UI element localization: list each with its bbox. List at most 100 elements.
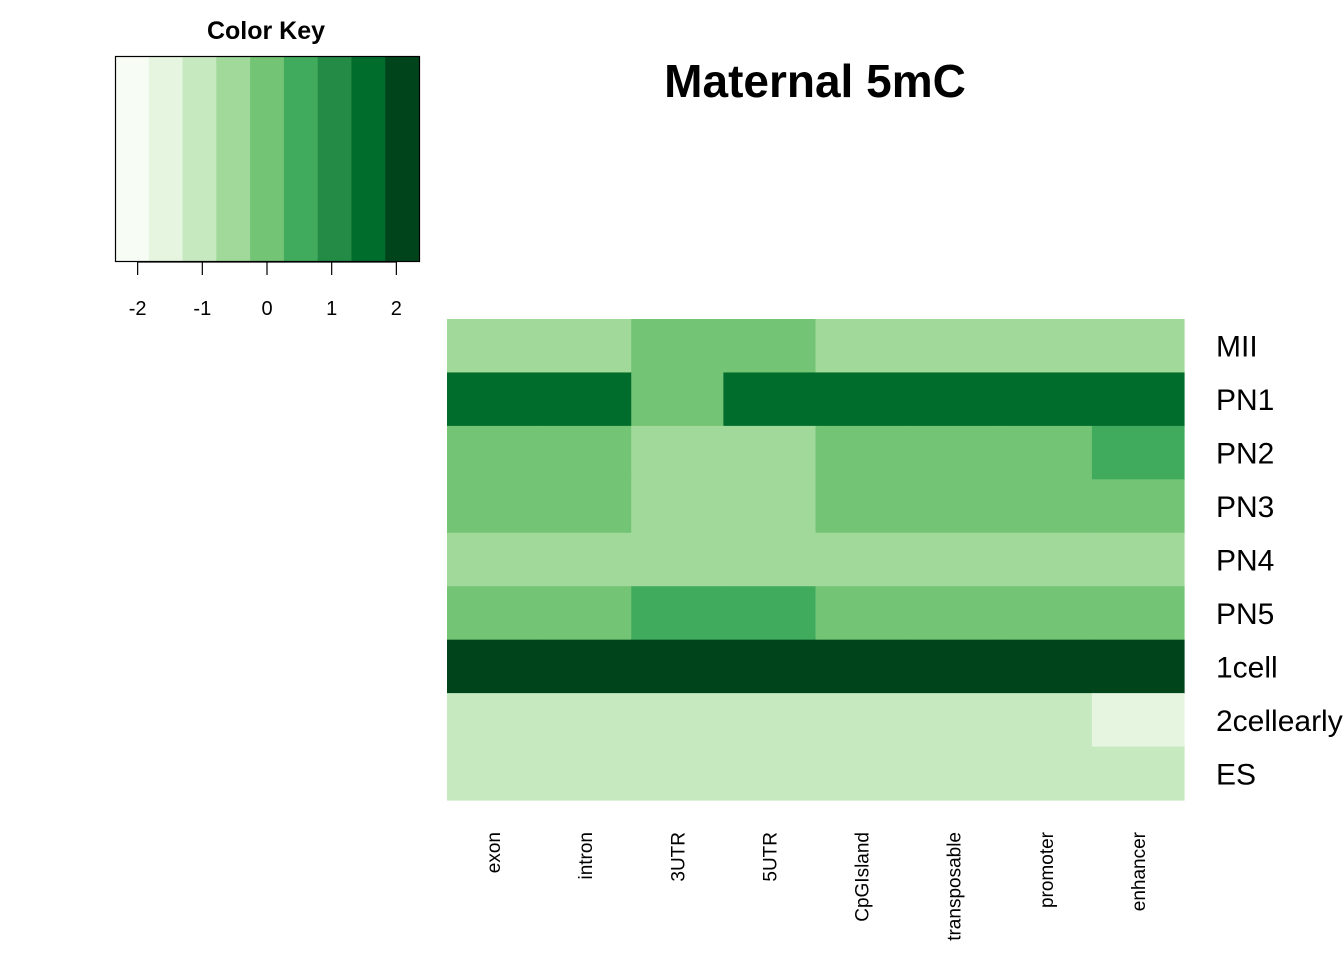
heatmap-cell [815,319,909,374]
heatmap-cell [631,586,724,641]
heatmap-cell [539,639,632,694]
heatmap-cell [631,425,724,480]
heatmap-cell [907,319,1001,374]
heatmap-cell [723,746,817,801]
heatmap-cell [815,639,909,694]
heatmap-cell [815,372,909,427]
heatmap-cell [723,639,817,694]
column-label: enhancer [1129,831,1150,911]
heatmap-cell [539,425,632,480]
heatmap-cell [539,532,632,587]
color-key-tick-label: -2 [129,298,147,320]
column-label: promoter [1037,831,1058,908]
heatmap-cell [907,532,1001,587]
row-labels: MII PN1 PN2 PN3 PN4 PN5 1cell 2cellearly ES [1216,331,1343,792]
color-key-tick-label: 1 [326,298,337,320]
heatmap-cell [907,479,1001,534]
heatmap-cell [907,372,1001,427]
color-key-swatch [182,56,217,261]
heatmap-cell [1091,479,1185,534]
color-key-swatch [351,56,386,261]
heatmap-cell [723,586,817,641]
heatmap-cell [631,479,724,534]
row-label: PN3 [1216,491,1274,524]
heatmap-cell [723,372,817,427]
heatmap-cell [815,693,909,748]
heatmap-cell [999,586,1093,641]
column-label: CpGIsland [853,832,874,922]
heatmap-cell [539,693,632,748]
heatmap-cell [815,746,909,801]
row-label: MII [1216,331,1258,364]
heatmap-cell [631,319,724,374]
heatmap-cell [539,746,632,801]
heatmap-cell [631,532,724,587]
color-key-tick-label: 2 [391,298,402,320]
heatmap-cell [815,425,909,480]
heatmap-cells [447,319,1185,801]
row-label: ES [1216,758,1256,791]
color-key-tick-label: 0 [261,298,272,320]
color-key-swatches [115,56,420,261]
color-key-swatch [115,56,150,261]
heatmap-cell [631,372,724,427]
heatmap-cell [815,479,909,534]
color-key-swatch [148,56,184,261]
heatmap-cell [447,746,540,801]
heatmap-cell [447,693,540,748]
color-key-tick-label: -1 [193,298,211,320]
color-key-swatch [283,56,319,261]
heatmap-cell [1091,372,1185,427]
heatmap-cell [539,319,632,374]
heatmap-cell [447,586,540,641]
heatmap-cell [447,319,540,374]
column-label: exon [484,832,505,873]
heatmap-cell [999,319,1093,374]
heatmap-cell [631,693,724,748]
heatmap-cell [815,532,909,587]
color-key-title: Color Key [207,17,325,45]
row-label: PN2 [1216,438,1274,471]
heatmap-cell [631,746,724,801]
heatmap-cell [539,479,632,534]
heatmap-cell [999,693,1093,748]
heatmap-cell [1091,746,1185,801]
heatmap-cell [907,586,1001,641]
heatmap-cell [999,425,1093,480]
row-label: 2cellearly [1216,705,1343,738]
heatmap-cell [907,639,1001,694]
heatmap-cell [447,532,540,587]
color-key-swatch [317,56,353,261]
color-key-swatch [250,56,285,261]
heatmap-cell [1091,586,1185,641]
heatmap-cell [815,586,909,641]
color-key: Color Key -2 -1 0 1 2 [114,17,421,320]
heatmap-cell [1091,693,1185,748]
heatmap-cell [1091,639,1185,694]
column-label: 5UTR [760,832,781,882]
column-label: intron [576,832,597,880]
row-label: PN5 [1216,598,1274,631]
heatmap-cell [999,639,1093,694]
column-label: 3UTR [668,832,689,882]
heatmap-cell [631,639,724,694]
heatmap-cell [723,319,817,374]
heatmap-cell [907,746,1001,801]
column-label: transposable [945,832,966,941]
heatmap-cell [447,372,540,427]
heatmap-cell [1091,532,1185,587]
color-key-axis: -2 -1 0 1 2 [129,261,402,320]
row-label: PN1 [1216,384,1274,417]
heatmap-cell [999,372,1093,427]
chart-title: Maternal 5mC [664,55,966,107]
color-key-swatch [216,56,251,261]
heatmap-cell [999,479,1093,534]
color-key-swatch [385,56,420,261]
heatmap-cell [447,639,540,694]
heatmap-cell [447,479,540,534]
heatmap-cell [539,372,632,427]
heatmap-cell [1091,425,1185,480]
heatmap-cell [723,693,817,748]
row-label: PN4 [1216,545,1274,578]
